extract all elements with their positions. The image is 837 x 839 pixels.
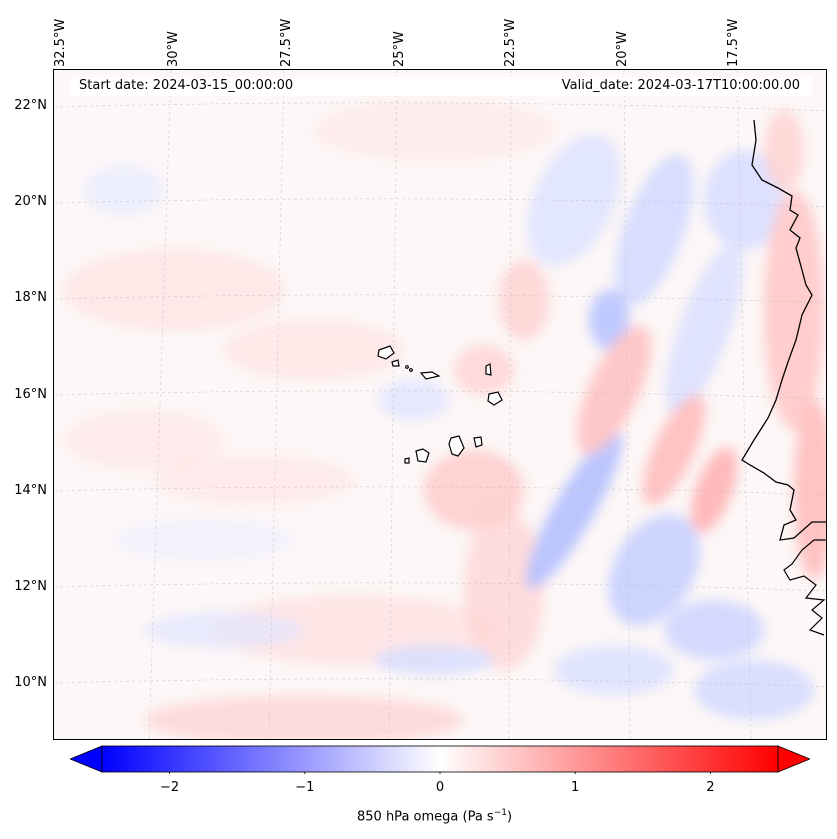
colorbar-min-extend xyxy=(70,745,103,773)
lon-label-32-5w: 32.5°W xyxy=(53,18,68,67)
lat-label-16n: 16°N xyxy=(14,387,47,402)
colorbar-tick-label-neg1: −1 xyxy=(295,780,315,795)
graticule xyxy=(54,70,826,739)
colorbar-title-unit-exponent: −1 xyxy=(493,808,507,818)
lat-label-20n: 20°N xyxy=(14,194,47,209)
lon-label-30w: 30°W xyxy=(166,31,181,67)
lat-label-10n: 10°N xyxy=(14,675,47,690)
lon-label-20w: 20°W xyxy=(615,31,630,67)
colorbar-tick-label-0: 0 xyxy=(435,780,445,795)
colorbar-title: 850 hPa omega (Pa s−1) xyxy=(357,808,512,824)
colorbar-title-text: 850 hPa omega (Pa s xyxy=(357,809,494,825)
start-date-label: Start date: 2024-03-15_00:00:00 xyxy=(79,78,294,93)
colorbar-tick-label-2: 2 xyxy=(706,780,715,795)
lat-label-22n: 22°N xyxy=(14,98,47,113)
cape-verde-islands xyxy=(377,345,503,464)
lat-label-12n: 12°N xyxy=(14,579,47,594)
colorbar xyxy=(70,745,810,774)
valid-date-label: Valid_date: 2024-03-17T10:00:00.00 xyxy=(561,78,800,93)
omega-field-map xyxy=(54,70,826,739)
omega-field-blobs xyxy=(64,100,826,739)
colorbar-tick-label-1: 1 xyxy=(571,780,580,795)
coastline-west-africa xyxy=(741,119,826,541)
date-header-strip xyxy=(70,77,812,96)
coastline-guinea-bissau xyxy=(783,539,826,636)
lon-label-25w: 25°W xyxy=(392,31,407,67)
lat-label-14n: 14°N xyxy=(14,483,47,498)
map-panel xyxy=(53,69,827,740)
colorbar-ticks xyxy=(169,772,711,774)
lon-label-27-5w: 27.5°W xyxy=(279,18,294,67)
colorbar-max-extend xyxy=(777,745,810,773)
colorbar-title-close: ) xyxy=(506,809,513,825)
colorbar-body xyxy=(101,745,779,773)
lat-label-18n: 18°N xyxy=(14,290,47,305)
lon-label-17-5w: 17.5°W xyxy=(726,18,741,67)
colorbar-tick-label-neg2: −2 xyxy=(160,780,180,795)
lon-label-22-5w: 22.5°W xyxy=(503,18,518,67)
